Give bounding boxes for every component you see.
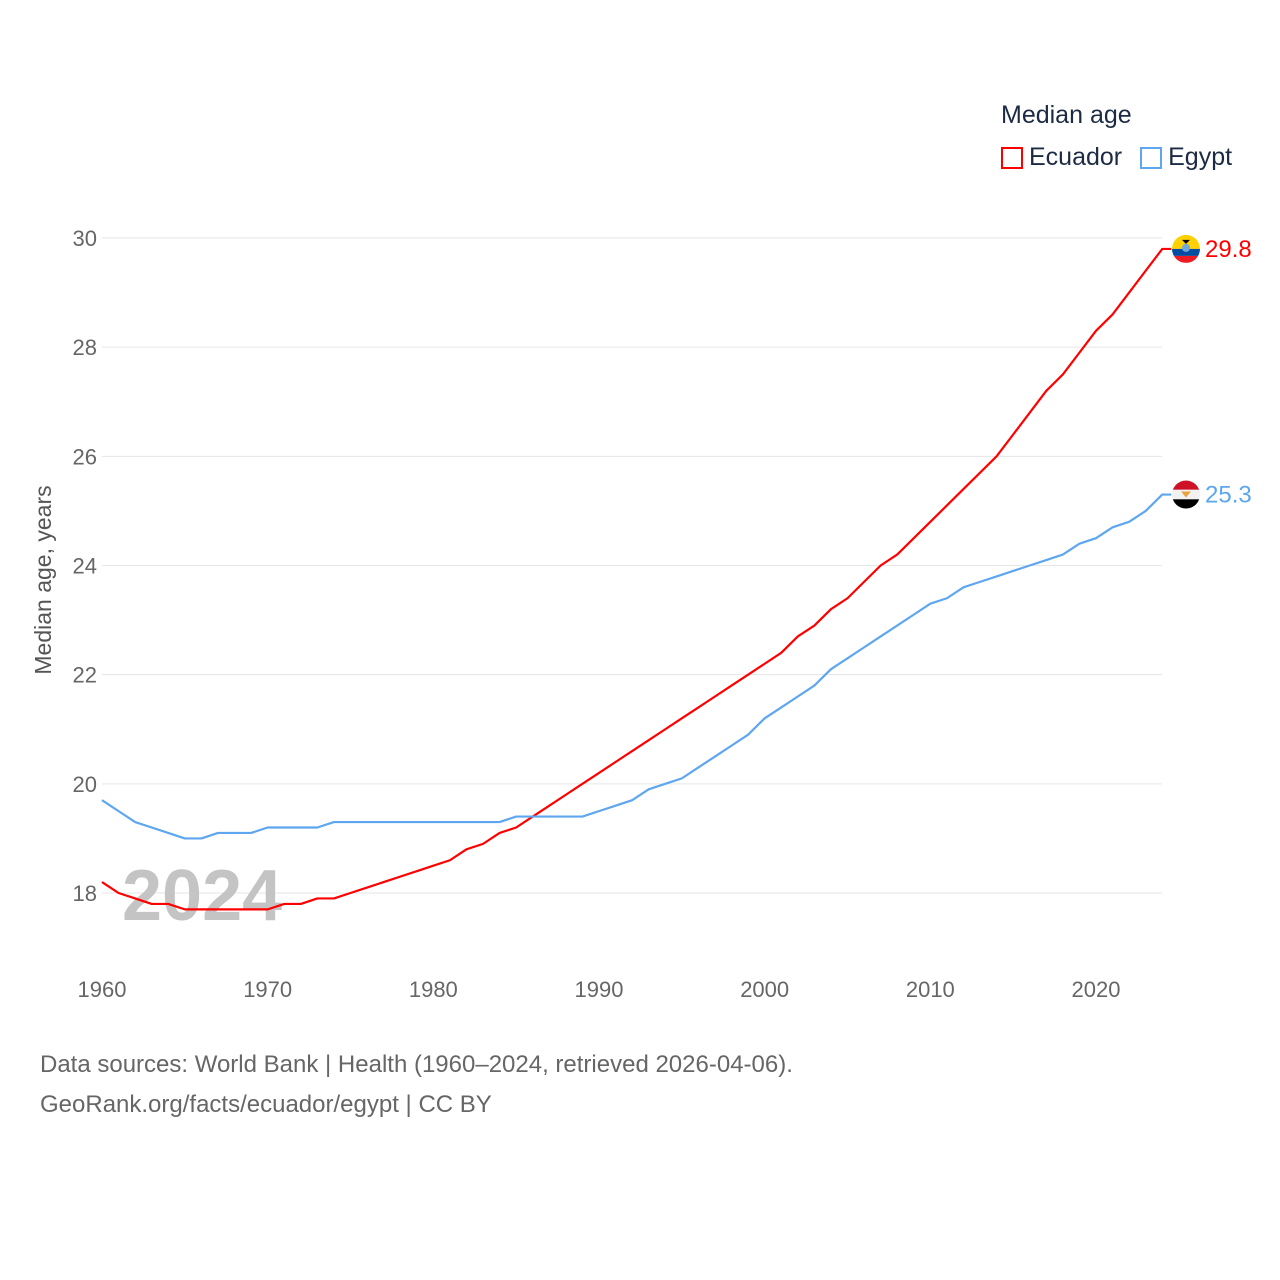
legend-title: Median age: [1001, 101, 1132, 129]
x-tick-label: 2010: [906, 977, 955, 1002]
x-tick-label: 1990: [575, 977, 624, 1002]
flag-egypt-icon: [1172, 480, 1200, 509]
y-tick-label: 26: [73, 444, 97, 469]
series-line-ecuador: [101, 247, 1172, 911]
end-value-label-egypt: 25.3: [1205, 482, 1252, 509]
end-value-label-ecuador: 29.8: [1205, 236, 1252, 263]
y-tick-label: 28: [73, 335, 97, 360]
legend-label: Ecuador: [1029, 143, 1123, 171]
flag-ecuador-icon: [1172, 234, 1200, 263]
source-line: Data sources: World Bank | Health (1960–…: [40, 1051, 793, 1078]
legend-item-ecuador[interactable]: Ecuador: [1001, 143, 1122, 172]
legend-label: Egypt: [1168, 143, 1233, 171]
y-tick-label: 22: [73, 663, 97, 688]
legend-swatch-ecuador: [1001, 146, 1023, 169]
x-tick-label: 2000: [740, 977, 789, 1002]
data-source: Data sources: World Bank | Health (1960–…: [40, 1045, 793, 1125]
series-line-egypt: [101, 493, 1172, 840]
x-tick-label: 2020: [1072, 977, 1121, 1002]
legend: Ecuador Egypt: [1001, 143, 1232, 172]
x-tick-label: 1960: [78, 977, 127, 1002]
x-tick-label: 1980: [409, 977, 458, 1002]
y-axis-label: Median age, years: [30, 485, 56, 674]
y-tick-label: 24: [73, 554, 97, 579]
year-watermark: 2024: [122, 856, 282, 936]
legend-item-egypt[interactable]: Egypt: [1140, 143, 1232, 172]
x-tick-label: 1970: [243, 977, 292, 1002]
y-tick-label: 20: [73, 772, 97, 797]
source-link[interactable]: GeoRank.org/facts/ecuador/egypt | CC BY: [40, 1091, 492, 1118]
y-tick-label: 18: [73, 881, 97, 906]
y-tick-label: 30: [73, 226, 97, 251]
legend-swatch-egypt: [1140, 146, 1163, 169]
